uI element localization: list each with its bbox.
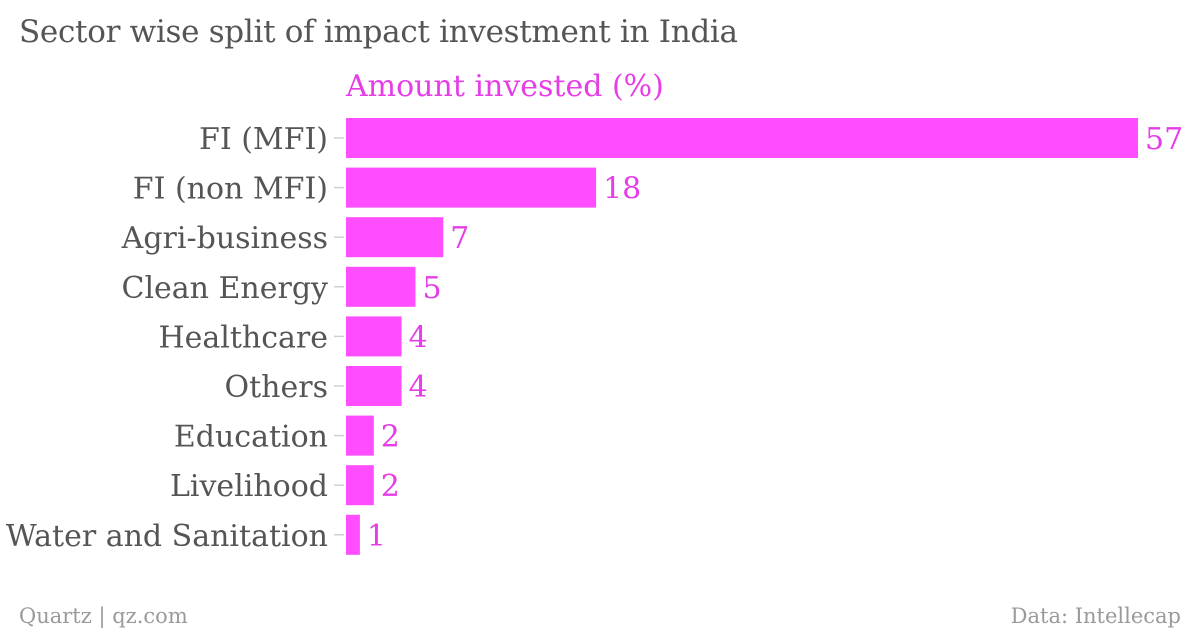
bar	[346, 316, 402, 357]
bars	[346, 118, 1138, 555]
category-label: Livelihood	[170, 469, 328, 504]
category-labels: FI (MFI) FI (non MFI) Agri-business Clean E…	[6, 122, 328, 554]
category-label: Others	[225, 370, 328, 405]
value-label: 4	[409, 320, 428, 355]
category-label: Agri-business	[121, 221, 328, 256]
tick-marks	[334, 137, 344, 536]
value-label: 18	[603, 172, 641, 207]
bar	[346, 118, 1138, 158]
category-label: Clean Energy	[121, 271, 328, 306]
category-label: Education	[174, 420, 328, 455]
bar	[346, 266, 416, 307]
value-label: 4	[409, 370, 428, 405]
chart-title: Sector wise split of impact investment i…	[19, 14, 738, 50]
bar	[346, 217, 444, 258]
bar	[346, 366, 402, 406]
bar	[346, 465, 374, 506]
category-label: Water and Sanitation	[6, 519, 328, 554]
value-label: 1	[367, 519, 386, 554]
value-label: 2	[381, 420, 400, 455]
footer-source-left: Quartz | qz.com	[19, 604, 188, 628]
bar	[346, 415, 374, 456]
footer-source-right: Data: Intellecap	[1010, 604, 1181, 628]
value-label: 2	[381, 469, 400, 504]
category-label: FI (MFI)	[199, 122, 328, 157]
bar	[346, 514, 360, 555]
series-label: Amount invested (%)	[345, 69, 664, 104]
category-label: Healthcare	[158, 320, 328, 355]
category-label: FI (non MFI)	[133, 172, 328, 207]
value-label: 7	[450, 221, 469, 256]
value-label: 57	[1145, 122, 1183, 157]
value-label: 5	[422, 271, 441, 306]
bar	[346, 167, 597, 208]
